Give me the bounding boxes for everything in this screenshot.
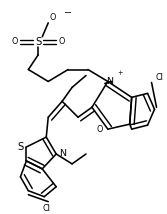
Text: N: N xyxy=(106,77,113,86)
Text: +: + xyxy=(117,70,123,76)
Text: O: O xyxy=(49,13,55,22)
Text: O: O xyxy=(59,37,65,46)
Text: S: S xyxy=(35,37,41,47)
Text: O: O xyxy=(97,125,103,134)
Text: Cl: Cl xyxy=(42,204,50,213)
Text: O: O xyxy=(11,37,18,46)
Text: Cl: Cl xyxy=(155,73,163,82)
Text: −: − xyxy=(64,7,72,16)
Text: S: S xyxy=(17,142,24,152)
Text: N: N xyxy=(59,149,66,159)
